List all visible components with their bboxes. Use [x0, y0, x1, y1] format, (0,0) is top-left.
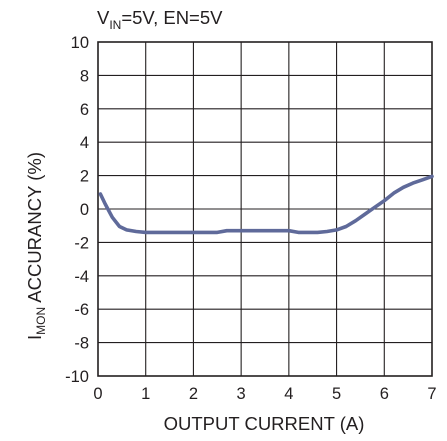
y-tick-label: 10 — [71, 34, 89, 52]
x-tick-label: 4 — [284, 385, 293, 403]
grid — [98, 42, 432, 376]
x-tick-labels: 0 1 2 3 4 5 6 7 — [93, 385, 436, 403]
x-tick-label: 0 — [93, 385, 102, 403]
y-tick-labels: 10 8 6 4 2 0 -2 -4 -6 -8 -10 — [65, 34, 89, 386]
x-tick-label: 6 — [380, 385, 389, 403]
subtitle-v: V — [97, 7, 110, 28]
x-tick-label: 2 — [189, 385, 198, 403]
y-axis-label-subscript: MON — [34, 307, 48, 335]
x-tick-label: 5 — [332, 385, 341, 403]
plot-frame — [97, 41, 433, 377]
y-axis-label-rest: ACCURANCY (%) — [24, 152, 45, 307]
x-tick-label: 3 — [237, 385, 246, 403]
y-tick-label: -8 — [74, 335, 89, 353]
x-axis-label: OUTPUT CURRENT (A) — [164, 413, 365, 434]
y-tick-label: 0 — [80, 201, 89, 219]
y-tick-label: -2 — [74, 234, 89, 252]
y-tick-label: -10 — [65, 368, 89, 386]
subtitle-rest: =5V, EN=5V — [121, 7, 223, 28]
chart-subtitle: VIN=5V, EN=5V — [97, 7, 223, 32]
y-tick-label: 2 — [80, 168, 89, 186]
x-tick-label: 7 — [427, 385, 436, 403]
y-axis-label: IMON ACCURANCY (%) — [24, 152, 48, 340]
x-tick-label: 1 — [141, 385, 150, 403]
y-tick-label: 8 — [80, 67, 89, 85]
subtitle-v-subscript: IN — [109, 18, 121, 32]
y-tick-label: -6 — [74, 301, 89, 319]
y-axis-label-main: I — [24, 335, 45, 340]
series-layer — [98, 174, 434, 235]
y-tick-label: 6 — [80, 101, 89, 119]
accuracy-curve — [98, 174, 434, 235]
y-tick-label: -4 — [74, 268, 89, 286]
y-tick-label: 4 — [80, 134, 89, 152]
